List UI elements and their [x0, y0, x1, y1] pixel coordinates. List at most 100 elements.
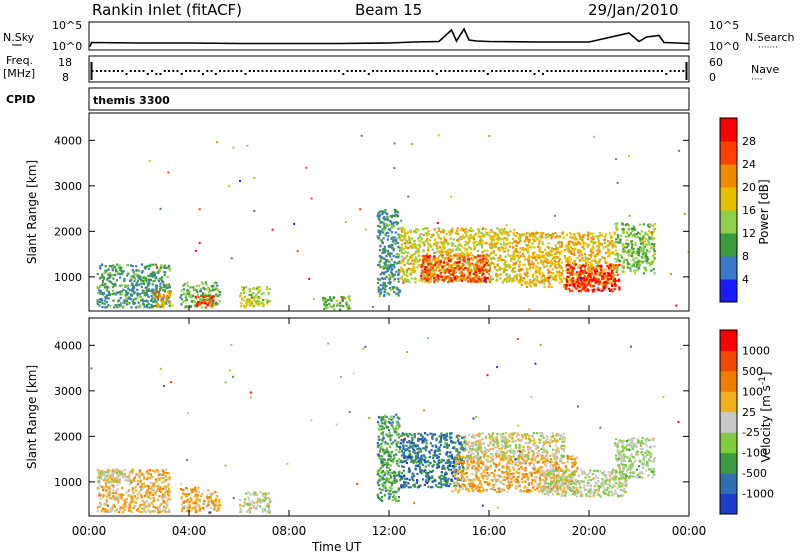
heatmap-cell — [398, 472, 401, 475]
heatmap-cell — [446, 276, 449, 279]
heatmap-cell — [131, 268, 134, 272]
heatmap-cell — [563, 255, 567, 258]
freq-point — [159, 73, 162, 75]
heatmap-cell — [384, 419, 387, 422]
heatmap-cell — [154, 484, 158, 487]
heatmap-cell — [432, 233, 435, 236]
heatmap-cell — [116, 263, 119, 266]
freq-point — [146, 73, 149, 75]
heatmap-cell — [98, 485, 101, 488]
heatmap-cell — [378, 225, 382, 228]
heatmap-cell — [107, 510, 110, 513]
heatmap-cell — [436, 247, 439, 250]
freq-point — [559, 70, 561, 72]
heatmap-cell — [110, 507, 113, 510]
heatmap-cell — [364, 228, 367, 231]
heatmap-cell — [546, 261, 550, 265]
heatmap-cell — [138, 471, 141, 474]
heatmap-cell — [473, 248, 476, 251]
heatmap-cell — [505, 242, 508, 245]
heatmap-cell — [597, 271, 600, 274]
heatmap-cell — [380, 446, 383, 449]
freq-point — [495, 70, 498, 72]
heatmap-cell — [191, 294, 194, 297]
heatmap-cell — [589, 283, 592, 286]
heatmap-cell — [502, 228, 506, 231]
heatmap-cell — [152, 499, 155, 502]
heatmap-cell — [492, 256, 495, 259]
heatmap-cell — [147, 502, 150, 505]
range-tick-label: 3000 — [54, 180, 82, 193]
heatmap-cell — [108, 494, 111, 497]
heatmap-cell — [145, 492, 148, 495]
heatmap-cell — [105, 294, 108, 297]
heatmap-cell — [628, 263, 631, 266]
heatmap-cell — [421, 278, 424, 281]
heatmap-cell — [413, 258, 417, 261]
heatmap-cell — [574, 243, 577, 246]
heatmap-cell — [611, 290, 614, 293]
heatmap-cell — [443, 229, 446, 232]
freq-point — [333, 70, 336, 72]
heatmap-cell — [341, 297, 344, 300]
heatmap-cell — [546, 258, 549, 261]
heatmap-cell — [613, 279, 616, 282]
heatmap-cell — [552, 248, 555, 251]
heatmap-cell — [160, 264, 163, 267]
heatmap-cell — [387, 453, 390, 456]
freq-point — [673, 70, 676, 72]
heatmap-cell — [391, 243, 394, 247]
heatmap-cell — [575, 287, 578, 290]
heatmap-cell — [472, 235, 475, 238]
heatmap-cell — [625, 242, 628, 245]
heatmap-cell — [428, 260, 431, 263]
heatmap-cell — [424, 277, 428, 281]
heatmap-cell — [559, 266, 562, 269]
heatmap-cell — [425, 273, 428, 276]
heatmap-cell — [546, 245, 549, 248]
heatmap-cell — [113, 498, 116, 501]
heatmap-cell — [449, 260, 452, 263]
heatmap-cell — [168, 290, 171, 293]
heatmap-cell — [456, 257, 459, 260]
heatmap-cell — [376, 473, 379, 476]
heatmap-cell — [518, 263, 521, 266]
heatmap-cell — [105, 296, 109, 299]
heatmap-cell — [431, 465, 434, 468]
heatmap-cell — [444, 277, 447, 280]
heatmap-cell — [230, 257, 233, 260]
heatmap-cell — [159, 299, 163, 302]
heatmap-cell — [489, 237, 493, 241]
heatmap-cell — [526, 245, 529, 248]
heatmap-cell — [432, 269, 435, 272]
heatmap-cell — [425, 258, 428, 261]
heatmap-cell — [127, 509, 130, 512]
freq-point — [478, 70, 481, 72]
heatmap-cell — [462, 460, 465, 463]
heatmap-cell — [155, 289, 158, 293]
heatmap-cell — [182, 489, 185, 492]
heatmap-cell — [436, 273, 439, 276]
heatmap-cell — [407, 260, 410, 263]
heatmap-cell — [502, 241, 505, 244]
heatmap-cell — [591, 278, 594, 281]
freq-point — [580, 70, 583, 72]
heatmap-cell — [535, 265, 538, 268]
heatmap-cell — [152, 274, 155, 277]
heatmap-cell — [554, 257, 557, 260]
heatmap-cell — [392, 263, 395, 266]
heatmap-cell — [396, 223, 399, 226]
heatmap-cell — [488, 269, 491, 272]
heatmap-cell — [512, 246, 515, 249]
heatmap-cell — [128, 296, 131, 299]
heatmap-cell — [209, 492, 212, 496]
heatmap-cell — [505, 269, 508, 272]
heatmap-cell — [384, 248, 387, 251]
heatmap-cell — [591, 289, 594, 292]
heatmap-cell — [159, 288, 162, 291]
freq-point — [491, 70, 493, 72]
freq-point — [180, 73, 183, 75]
heatmap-cell — [123, 302, 126, 305]
heatmap-cell — [162, 304, 165, 307]
